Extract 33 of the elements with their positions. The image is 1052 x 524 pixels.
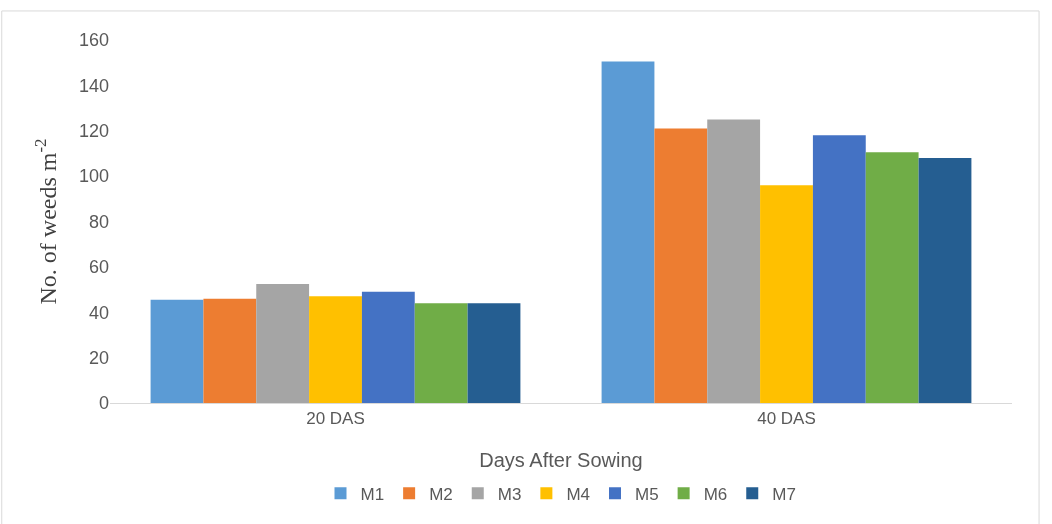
legend-label: M1 — [360, 484, 385, 504]
legend-label: M2 — [429, 484, 453, 504]
bar — [865, 152, 919, 403]
bar — [256, 283, 310, 403]
bar — [467, 303, 521, 403]
bar — [150, 299, 204, 403]
bar — [203, 298, 257, 403]
y-tick-label: 120 — [78, 121, 109, 142]
x-tick-label: 40 DAS — [757, 409, 816, 429]
bar — [654, 128, 708, 403]
bar — [918, 157, 972, 403]
bar — [309, 296, 362, 403]
legend-label: M4 — [566, 484, 590, 504]
y-tick-label: 160 — [78, 30, 109, 51]
x-tick-label: 20 DAS — [306, 409, 365, 429]
y-tick-label: 40 — [88, 302, 109, 323]
bar — [361, 291, 415, 403]
y-tick-label: 20 — [88, 347, 109, 368]
bar — [414, 303, 468, 403]
y-tick-label: 80 — [88, 211, 109, 232]
bar — [760, 185, 813, 403]
y-tick-label: 60 — [88, 257, 109, 278]
legend-label: M6 — [703, 484, 728, 504]
legend-label: M7 — [772, 484, 796, 504]
legend-label: M3 — [497, 484, 522, 504]
bar — [707, 119, 761, 403]
bar — [601, 61, 655, 403]
x-axis-title: Days After Sowing — [479, 448, 643, 471]
legend-label: M5 — [635, 484, 659, 504]
y-tick-label: 100 — [78, 166, 109, 187]
y-tick-label: 140 — [78, 75, 109, 96]
y-tick-label: 0 — [98, 393, 109, 414]
bar — [812, 135, 866, 403]
